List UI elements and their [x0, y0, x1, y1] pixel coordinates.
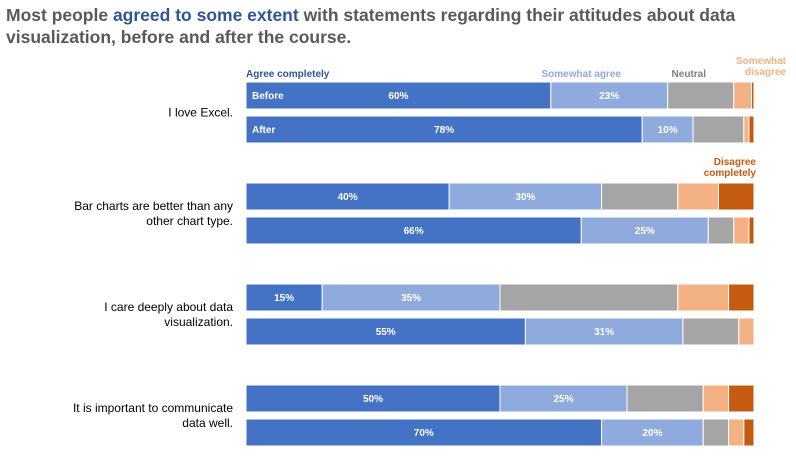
legend-label: Agree completely — [246, 69, 330, 80]
bar-segment — [692, 115, 745, 144]
data-label: 20% — [642, 428, 662, 439]
bar-segment — [743, 418, 755, 447]
title-highlight: agreed to some extent — [112, 5, 299, 25]
data-label: 55% — [376, 327, 396, 338]
bar-segment — [626, 384, 704, 413]
bar-segment — [499, 283, 679, 312]
bar-segment — [677, 182, 719, 211]
bar-segment — [245, 182, 450, 211]
question-label: It is important to communicate data well. — [73, 401, 233, 430]
data-label: 30% — [515, 192, 535, 203]
data-label: 10% — [658, 125, 678, 136]
bar-segment — [550, 81, 669, 110]
data-label: 60% — [388, 91, 408, 102]
bar-segment — [738, 317, 755, 346]
data-label: 66% — [404, 226, 424, 237]
bar-segment — [245, 418, 603, 447]
bar-segment — [748, 115, 755, 144]
bar-segment — [601, 418, 704, 447]
bar-segment — [321, 283, 501, 312]
row-label-after: After — [252, 125, 275, 136]
bar-segment — [677, 283, 730, 312]
bar-segment — [733, 81, 752, 110]
bar-segment — [601, 182, 679, 211]
bar-segment — [728, 384, 755, 413]
data-label: 35% — [401, 293, 421, 304]
bar-segment — [667, 81, 735, 110]
bar-segment — [717, 182, 755, 211]
bar-segment — [728, 283, 755, 312]
row-label-before: Before — [252, 91, 284, 102]
legend-label: Neutral — [672, 69, 707, 80]
question-label: Bar charts are better than any other char… — [74, 199, 233, 228]
bar-segment — [702, 418, 730, 447]
bar-segment — [707, 216, 735, 245]
bar-segment — [580, 216, 709, 245]
bar-segment — [733, 216, 750, 245]
title-part2: with statements regarding their attitude… — [6, 5, 736, 47]
bar-segment — [499, 384, 628, 413]
legend-label: Somewhat agree — [542, 69, 622, 80]
bar-segment — [743, 115, 750, 144]
data-label: 23% — [599, 91, 619, 102]
bar-segment — [245, 384, 501, 413]
bar-segment — [524, 317, 684, 346]
data-label: 25% — [553, 394, 573, 405]
question-label: I love Excel. — [168, 106, 233, 120]
data-label: 15% — [274, 293, 294, 304]
data-label: 50% — [363, 394, 383, 405]
legend-label: Disagree completely — [704, 157, 757, 179]
bar-segment — [448, 182, 603, 211]
chart-title: Most people agreed to some extent with s… — [6, 4, 796, 48]
bar-segment — [750, 81, 755, 110]
legend-label: Somewhat disagree — [736, 56, 787, 78]
data-label: 25% — [635, 226, 655, 237]
bar-segment — [748, 216, 755, 245]
data-label: 78% — [434, 125, 454, 136]
title-part1: Most people — [6, 5, 113, 25]
bar-segment — [728, 418, 745, 447]
bar-segment — [245, 216, 582, 245]
data-label: 31% — [594, 327, 614, 338]
bar-segment — [682, 317, 740, 346]
bar-segment — [702, 384, 730, 413]
data-label: 40% — [338, 192, 358, 203]
question-label: I care deeply about data visualization. — [104, 300, 233, 329]
bar-segment — [245, 317, 526, 346]
bar-segment — [245, 115, 643, 144]
data-label: 70% — [414, 428, 434, 439]
